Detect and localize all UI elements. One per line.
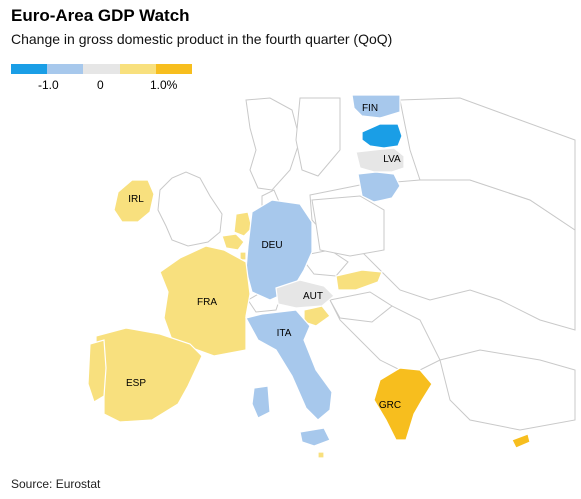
legend-swatch-4 bbox=[119, 64, 156, 74]
country-nld bbox=[233, 211, 253, 237]
country-esp bbox=[95, 327, 203, 423]
country-ita bbox=[245, 309, 333, 421]
country-est bbox=[361, 123, 403, 149]
country-svk bbox=[335, 269, 383, 291]
country-ita-sicily bbox=[299, 427, 331, 447]
legend-label-low: -1.0 bbox=[38, 78, 59, 92]
map-label-fra: FRA bbox=[197, 297, 217, 308]
country-fin bbox=[351, 95, 401, 119]
map-label-lva: LVA bbox=[383, 154, 401, 165]
country-aut bbox=[275, 279, 335, 309]
chart-title: Euro-Area GDP Watch bbox=[11, 6, 190, 25]
country-grc bbox=[373, 367, 433, 441]
country-ltu bbox=[357, 171, 401, 203]
country-fra bbox=[159, 245, 251, 357]
europe-map: FIN LVA IRL DEU FRA ESP AUT ITA GRC bbox=[87, 95, 576, 459]
legend-label-mid: 0 bbox=[97, 78, 104, 92]
legend-swatch-3 bbox=[83, 64, 120, 74]
map-label-fin: FIN bbox=[362, 103, 378, 114]
legend-label-high: 1.0% bbox=[150, 78, 178, 92]
country-irl bbox=[113, 179, 155, 223]
country-lux bbox=[239, 251, 247, 261]
map-label-grc: GRC bbox=[379, 400, 401, 411]
country-cyp bbox=[511, 433, 531, 449]
map-label-irl: IRL bbox=[128, 194, 144, 205]
map-label-ita: ITA bbox=[277, 328, 292, 339]
legend-swatch-1 bbox=[11, 64, 48, 74]
color-legend bbox=[11, 64, 193, 74]
country-lva bbox=[355, 147, 405, 173]
country-prt bbox=[87, 339, 107, 403]
chart-subtitle: Change in gross domestic product in the … bbox=[11, 31, 393, 47]
source-note: Source: Eurostat bbox=[11, 477, 101, 491]
country-mlt bbox=[317, 451, 325, 459]
legend-swatch-2 bbox=[47, 64, 84, 74]
map-label-aut: AUT bbox=[303, 291, 323, 302]
country-bel bbox=[221, 233, 245, 251]
non-euro-land bbox=[157, 97, 576, 431]
legend-swatch-5 bbox=[155, 64, 193, 74]
country-labels: FIN LVA IRL DEU FRA ESP AUT ITA GRC bbox=[126, 103, 401, 411]
euro-area-countries bbox=[87, 95, 531, 459]
country-ita-sardinia bbox=[251, 385, 271, 419]
map-label-deu: DEU bbox=[261, 240, 282, 251]
map-label-esp: ESP bbox=[126, 378, 146, 389]
